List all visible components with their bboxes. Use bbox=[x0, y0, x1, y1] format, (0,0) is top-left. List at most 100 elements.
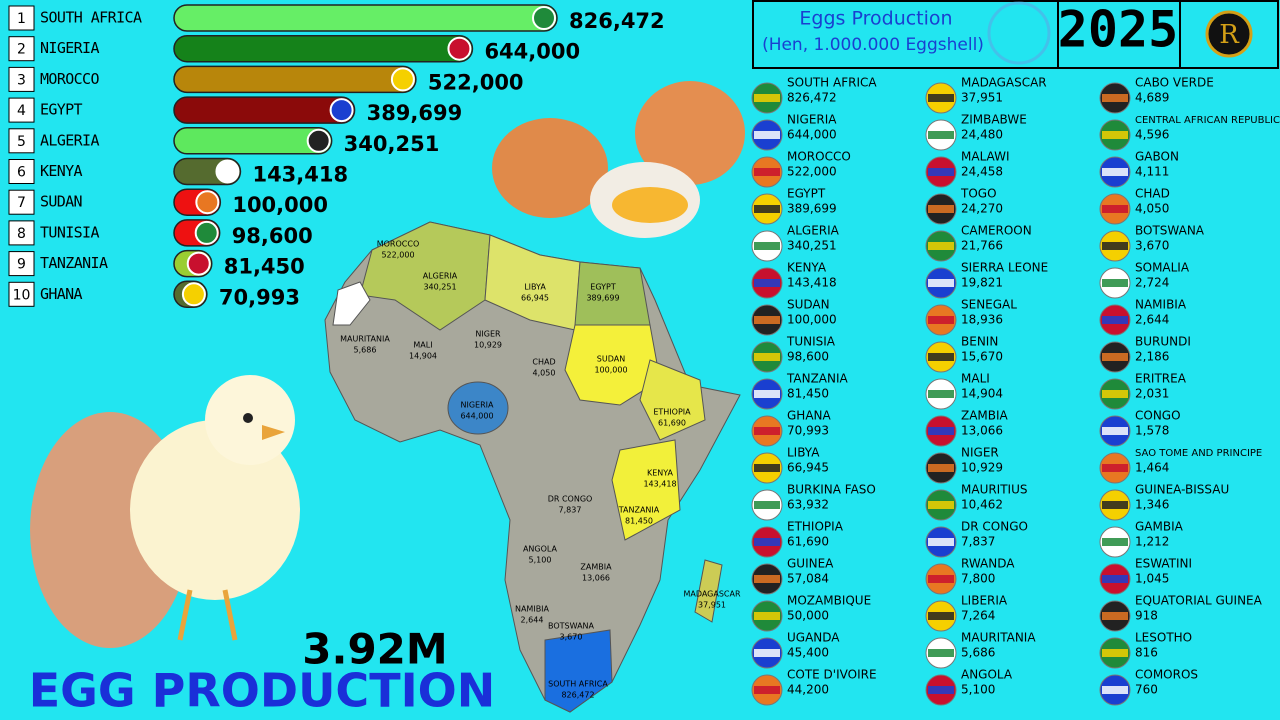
region bbox=[544, 629, 613, 713]
country-name: BURKINA FASO bbox=[787, 483, 876, 497]
country-name: SOMALIA bbox=[1135, 261, 1190, 275]
map-value: 826,472 bbox=[561, 691, 594, 700]
flag-stripe bbox=[928, 575, 954, 583]
country-value: 2,031 bbox=[1135, 387, 1169, 401]
logo-letter: R bbox=[1219, 20, 1240, 50]
country-name: TOGO bbox=[960, 187, 997, 201]
country-name: GHANA bbox=[787, 409, 832, 423]
country-name: ANGOLA bbox=[961, 668, 1013, 682]
map-label: BOTSWANA bbox=[548, 622, 595, 631]
value-label: 389,699 bbox=[367, 101, 463, 125]
country-name: KENYA bbox=[787, 261, 827, 275]
flag-stripe bbox=[928, 612, 954, 620]
country-value: 14,904 bbox=[961, 387, 1003, 401]
chick-illustration bbox=[30, 375, 300, 648]
flag-stripe bbox=[754, 612, 780, 620]
country-name: COMOROS bbox=[1135, 668, 1198, 682]
value-label: 340,251 bbox=[344, 132, 440, 156]
country-value: 24,270 bbox=[961, 202, 1003, 216]
flag bbox=[329, 98, 354, 123]
value-label: 100,000 bbox=[232, 193, 328, 217]
flag-stripe bbox=[1102, 612, 1128, 620]
country-value: 70,993 bbox=[787, 424, 829, 438]
flag-stripe bbox=[1102, 501, 1128, 509]
flag-stripe bbox=[1102, 279, 1128, 287]
country-value: 2,724 bbox=[1135, 276, 1169, 290]
map-value: 66,945 bbox=[521, 294, 549, 303]
country-name: SAO TOME AND PRINCIPE bbox=[1135, 448, 1262, 459]
map-value: 14,904 bbox=[409, 352, 437, 361]
rank: 1 bbox=[17, 11, 26, 27]
map-value: 143,418 bbox=[643, 480, 676, 489]
flag-stripe bbox=[1102, 316, 1128, 324]
bar bbox=[173, 65, 417, 94]
bar bbox=[173, 4, 558, 32]
country-name: SIERRA LEONE bbox=[961, 261, 1048, 275]
flag-stripe bbox=[928, 464, 954, 472]
country-name: CAMEROON bbox=[961, 224, 1032, 238]
country-value: 2,186 bbox=[1135, 350, 1169, 364]
country-value: 7,264 bbox=[961, 609, 995, 623]
country-value: 37,951 bbox=[961, 91, 1003, 105]
map-label: SUDAN bbox=[597, 355, 625, 364]
country-value: 24,480 bbox=[961, 128, 1003, 142]
flag-stripe bbox=[928, 242, 954, 250]
country-value: 389,699 bbox=[787, 202, 837, 216]
flag bbox=[195, 190, 220, 215]
logo bbox=[1205, 10, 1253, 58]
flag-stripe bbox=[928, 353, 954, 361]
country-value: 760 bbox=[1135, 683, 1158, 697]
rank-box bbox=[8, 281, 35, 307]
rank: 6 bbox=[17, 165, 26, 181]
country-value: 5,686 bbox=[961, 646, 995, 660]
flag-stripe bbox=[754, 353, 780, 361]
country-value: 2,644 bbox=[1135, 313, 1169, 327]
country-value: 21,766 bbox=[961, 239, 1003, 253]
map-label: CHAD bbox=[532, 358, 555, 367]
country-name: BOTSWANA bbox=[1135, 224, 1205, 238]
map-label: NAMIBIA bbox=[515, 605, 550, 614]
country-value: 4,689 bbox=[1135, 91, 1169, 105]
category-label: GHANA bbox=[40, 285, 83, 303]
flag bbox=[215, 159, 240, 184]
map-value: 644,000 bbox=[460, 412, 493, 421]
country-value: 44,200 bbox=[787, 683, 829, 697]
map-label: MADAGASCAR bbox=[683, 590, 741, 599]
country-name: ALGERIA bbox=[787, 224, 840, 238]
rank-box bbox=[8, 36, 35, 62]
country-name: ETHIOPIA bbox=[787, 520, 844, 534]
country-name: NIGERIA bbox=[787, 113, 837, 127]
flag-stripe bbox=[928, 649, 954, 657]
country-name: SOUTH AFRICA bbox=[787, 76, 877, 90]
map-value: 10,929 bbox=[474, 341, 502, 350]
country-value: 57,084 bbox=[787, 572, 829, 586]
flag bbox=[194, 220, 219, 245]
country-name: GUINEA bbox=[787, 557, 834, 571]
country-value: 4,050 bbox=[1135, 202, 1169, 216]
country-name: CABO VERDE bbox=[1135, 76, 1214, 90]
flag-stripe bbox=[928, 427, 954, 435]
country-value: 18,936 bbox=[961, 313, 1003, 327]
region bbox=[611, 439, 681, 541]
flag-stripe bbox=[754, 168, 780, 176]
flag bbox=[181, 282, 206, 307]
map-value: 100,000 bbox=[594, 366, 627, 375]
flag bbox=[390, 67, 415, 92]
country-value: 1,212 bbox=[1135, 535, 1169, 549]
country-value: 918 bbox=[1135, 609, 1158, 623]
country-value: 100,000 bbox=[787, 313, 837, 327]
country-value: 1,346 bbox=[1135, 498, 1169, 512]
caption: EGG PRODUCTION bbox=[29, 664, 496, 718]
map-label: KENYA bbox=[647, 469, 674, 478]
map-value: 5,686 bbox=[354, 346, 377, 355]
flag-stripe bbox=[1102, 427, 1128, 435]
flag-stripe bbox=[928, 501, 954, 509]
map-value: 389,699 bbox=[586, 294, 619, 303]
map-label: MALI bbox=[413, 341, 432, 350]
country-value: 13,066 bbox=[961, 424, 1003, 438]
map-label: MAURITANIA bbox=[340, 335, 390, 344]
flag-stripe bbox=[754, 649, 780, 657]
country-value: 143,418 bbox=[787, 276, 837, 290]
country-value: 5,100 bbox=[961, 683, 995, 697]
rank-box bbox=[8, 159, 35, 184]
